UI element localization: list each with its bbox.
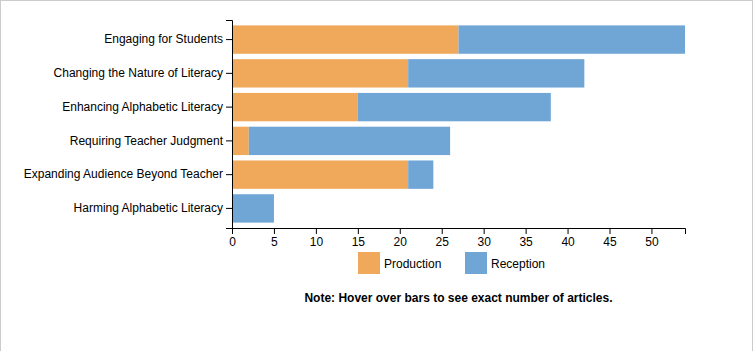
tick-mark xyxy=(610,228,611,234)
legend-swatch xyxy=(465,252,487,274)
tick-label: Requiring Teacher Judgment xyxy=(70,134,224,148)
legend-label: Production xyxy=(384,257,441,271)
tick: 0 xyxy=(229,228,236,249)
tick-label: 45 xyxy=(603,235,617,249)
tick-mark xyxy=(226,140,232,141)
tick-label: 0 xyxy=(229,235,236,249)
legend-swatch xyxy=(358,252,380,274)
tick: Expanding Audience Beyond Teacher xyxy=(24,167,232,181)
axis-line xyxy=(233,229,686,235)
tick: 30 xyxy=(477,228,491,249)
tick-mark xyxy=(484,228,485,234)
tick-mark xyxy=(400,228,401,234)
bars xyxy=(232,25,685,222)
bar xyxy=(232,194,274,222)
tick: Changing the Nature of Literacy xyxy=(54,66,232,80)
bar xyxy=(232,127,249,155)
tick: Harming Alphabetic Literacy xyxy=(74,201,232,215)
tick-label: 10 xyxy=(310,235,324,249)
tick-label: 50 xyxy=(645,235,659,249)
tick-mark xyxy=(226,174,232,175)
tick: 35 xyxy=(519,228,533,249)
tick-mark xyxy=(316,228,317,234)
tick: 15 xyxy=(352,228,366,249)
tick-mark xyxy=(226,208,232,209)
note: Note: Hover over bars to see exact numbe… xyxy=(304,291,612,305)
tick-label: 15 xyxy=(352,235,366,249)
axis: Engaging for Students Changing the Nature… xyxy=(24,21,233,229)
series xyxy=(232,25,685,222)
tick: 50 xyxy=(645,228,659,249)
axis: 0 5 10 15 20 25 30 35 40 45 50 xyxy=(229,228,685,249)
tick-label: 30 xyxy=(477,235,491,249)
tick-mark xyxy=(651,228,652,234)
bar xyxy=(232,25,459,53)
tick-mark xyxy=(226,73,232,74)
bar xyxy=(232,59,408,87)
tick-mark xyxy=(442,228,443,234)
tick-label: Enhancing Alphabetic Literacy xyxy=(62,100,223,114)
tick-mark xyxy=(358,228,359,234)
tick-mark xyxy=(568,228,569,234)
tick: Requiring Teacher Judgment xyxy=(70,134,232,148)
tick-label: 20 xyxy=(394,235,408,249)
tick-mark xyxy=(226,107,232,108)
legend: Production Reception xyxy=(358,252,545,274)
tick-label: 40 xyxy=(561,235,575,249)
bar xyxy=(232,93,358,121)
tick: 45 xyxy=(603,228,617,249)
tick-label: 25 xyxy=(436,235,450,249)
plot: 0 5 10 15 20 25 30 35 40 45 50 Engaging for Student… xyxy=(24,21,686,249)
tick-mark xyxy=(226,39,232,40)
tick-label: Changing the Nature of Literacy xyxy=(54,66,223,80)
tick-label: Engaging for Students xyxy=(104,32,223,46)
bar xyxy=(459,25,686,53)
tick: Enhancing Alphabetic Literacy xyxy=(62,100,232,114)
tick-label: 35 xyxy=(519,235,533,249)
tick-mark xyxy=(526,228,527,234)
tick: 20 xyxy=(394,228,408,249)
bar xyxy=(408,59,584,87)
tick: 40 xyxy=(561,228,575,249)
tick-mark xyxy=(274,228,275,234)
tick: Engaging for Students xyxy=(104,32,232,46)
tick: 10 xyxy=(310,228,324,249)
tick-label: Expanding Audience Beyond Teacher xyxy=(24,167,223,181)
chart: 0 5 10 15 20 25 30 35 40 45 50 Engaging for Student… xyxy=(0,0,753,352)
bar xyxy=(249,127,450,155)
bar xyxy=(358,93,551,121)
bar xyxy=(408,160,433,188)
tick: 25 xyxy=(436,228,450,249)
legend-label: Reception xyxy=(491,257,545,271)
tick: 5 xyxy=(271,228,278,249)
tick-label: Harming Alphabetic Literacy xyxy=(74,201,223,215)
axis-line xyxy=(226,21,233,229)
bar xyxy=(232,160,408,188)
tick-label: 5 xyxy=(271,235,278,249)
